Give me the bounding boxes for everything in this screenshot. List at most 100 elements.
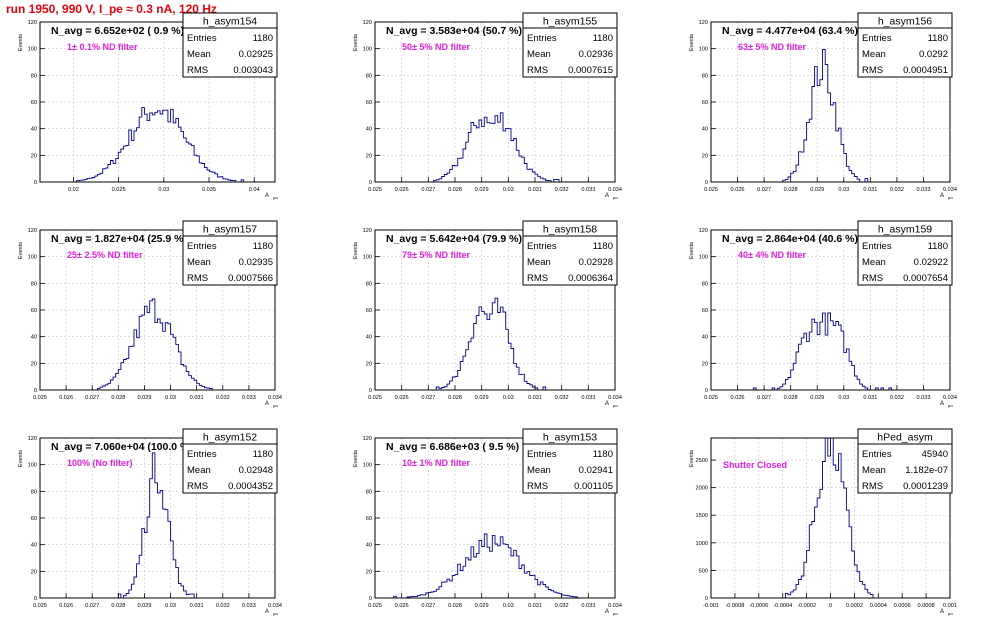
histogram-line [40,298,275,391]
x-tick-label: 0.027 [757,187,771,193]
x-tick-label: 0.028 [784,187,798,193]
y-tick-label: 120 [28,228,37,234]
stats-title: h_asym154 [203,16,257,28]
x-tick-label: 0.029 [810,187,824,193]
x-tick-label: 0.031 [863,395,877,401]
y-tick-label: 80 [366,73,372,79]
histogram-line [711,312,950,391]
x-tick-label: 0.029 [137,395,151,401]
chart-panel-h_asym158: 0.025 0.026 0.027 0.028 0.029 0.03 0.031 0.032 0… [353,220,622,408]
y-axis-label: Events [353,242,359,259]
x-tick-label: 0.03 [503,603,514,609]
y-tick-label: 0 [369,388,372,394]
stats-value: 0.0007615 [568,65,613,76]
x-tick-label: 0.03 [503,187,514,193]
x-tick-label: 0.033 [581,395,595,401]
y-tick-label: 0 [34,596,37,602]
stats-value: 0.02936 [579,49,613,60]
stats-label: Mean [527,465,551,476]
x-tick-label: 0.033 [916,395,930,401]
y-tick-label: 20 [366,153,372,159]
stats-box [182,12,278,78]
y-tick-label: 100 [363,47,372,53]
x-tick-label: 0.033 [242,395,256,401]
y-tick-label: 0 [369,180,372,186]
navg-label: N_avg = 6.686e+03 ( 9.5 %) [386,441,519,453]
x-axis-label-subscript: μιν [273,195,278,200]
stats-value: 0.02922 [914,257,948,268]
x-axis-label-subscript: μιν [273,611,278,616]
stats-label: Mean [527,257,551,268]
stats-box [857,428,953,494]
x-tick-label: 0.031 [528,187,542,193]
x-axis-label: A [265,609,269,615]
y-axis-label: Events [689,242,695,259]
chart-panel-hPed_asym: -0.001 -0.0008 -0.0006 -0.0004 -0.0002 0 0.000… [689,428,957,616]
y-axis-label: Events [18,450,24,467]
y-tick-label: 40 [702,127,708,133]
x-tick-label: 0.027 [757,395,771,401]
chart-panel-h_asym155: 0.025 0.026 0.027 0.028 0.029 0.03 0.031 0.032 0… [353,12,622,200]
x-tick-label: 0.0008 [918,603,935,609]
stats-label: RMS [187,481,208,492]
stats-value: 1180 [593,241,613,252]
y-axis-label: Events [353,450,359,467]
x-tick-label: -0.0008 [725,603,744,609]
x-tick-label: 0.03 [165,603,176,609]
x-tick-label: 0.029 [137,603,151,609]
x-tick-label: 0.032 [890,187,904,193]
y-tick-label: 80 [702,281,708,287]
stats-box [857,12,953,78]
y-tick-label: 60 [31,100,37,106]
x-axis-label-subscript: μιν [613,403,618,408]
y-tick-label: 100 [363,463,372,469]
navg-label: N_avg = 7.060e+04 (100.0 %) [51,441,193,453]
x-tick-label: 0.0004 [870,603,887,609]
stats-title: h_asym157 [203,224,257,236]
y-tick-label: 60 [366,308,372,314]
stats-label: Mean [862,257,886,268]
stats-value: 0.0007566 [228,273,273,284]
y-axis-label: Events [689,34,695,51]
chart-panel-h_asym153: 0.025 0.026 0.027 0.028 0.029 0.03 0.031 0.032 0… [353,428,622,616]
navg-label: N_avg = 4.477e+04 (63.4 %) [722,25,858,37]
y-tick-label: 120 [699,228,708,234]
x-axis-label: A [940,401,944,407]
histogram-line [375,533,615,599]
stats-box [857,220,953,286]
x-tick-label: 0.025 [368,603,382,609]
stats-label: RMS [527,273,548,284]
y-tick-label: 60 [366,516,372,522]
stats-label: Entries [187,241,217,252]
x-tick-label: 0.034 [608,603,622,609]
stats-label: Mean [187,257,211,268]
y-tick-label: 0 [705,596,708,602]
x-tick-label: 0 [829,603,832,609]
x-tick-label: 0.031 [528,603,542,609]
stats-value: 0.02928 [579,257,613,268]
x-tick-label: 0.026 [395,187,409,193]
stats-label: Entries [862,241,892,252]
x-tick-label: 0.0006 [894,603,911,609]
stats-title: h_asym153 [543,432,597,444]
x-tick-label: 0.033 [581,603,595,609]
stats-title: h_asym152 [203,432,257,444]
y-tick-label: 40 [31,335,37,341]
x-tick-label: 0.027 [421,395,435,401]
y-tick-label: 80 [366,489,372,495]
y-tick-label: 40 [366,127,372,133]
stats-value: 0.02941 [579,465,613,476]
y-tick-label: 80 [31,73,37,79]
stats-value: 1180 [593,33,613,44]
filter-note: 79± 5% ND filter [402,250,470,260]
x-axis-label-subscript: μιν [613,611,618,616]
y-tick-label: 60 [702,100,708,106]
x-tick-label: 0.0002 [846,603,863,609]
x-tick-label: 0.031 [190,395,204,401]
x-tick-label: 0.03 [165,395,176,401]
stats-value: 0.0004352 [228,481,273,492]
stats-label: Entries [862,449,892,460]
x-axis-label-subscript: μιν [948,195,953,200]
x-tick-label: 0.03 [838,395,849,401]
stats-label: Mean [527,49,551,60]
